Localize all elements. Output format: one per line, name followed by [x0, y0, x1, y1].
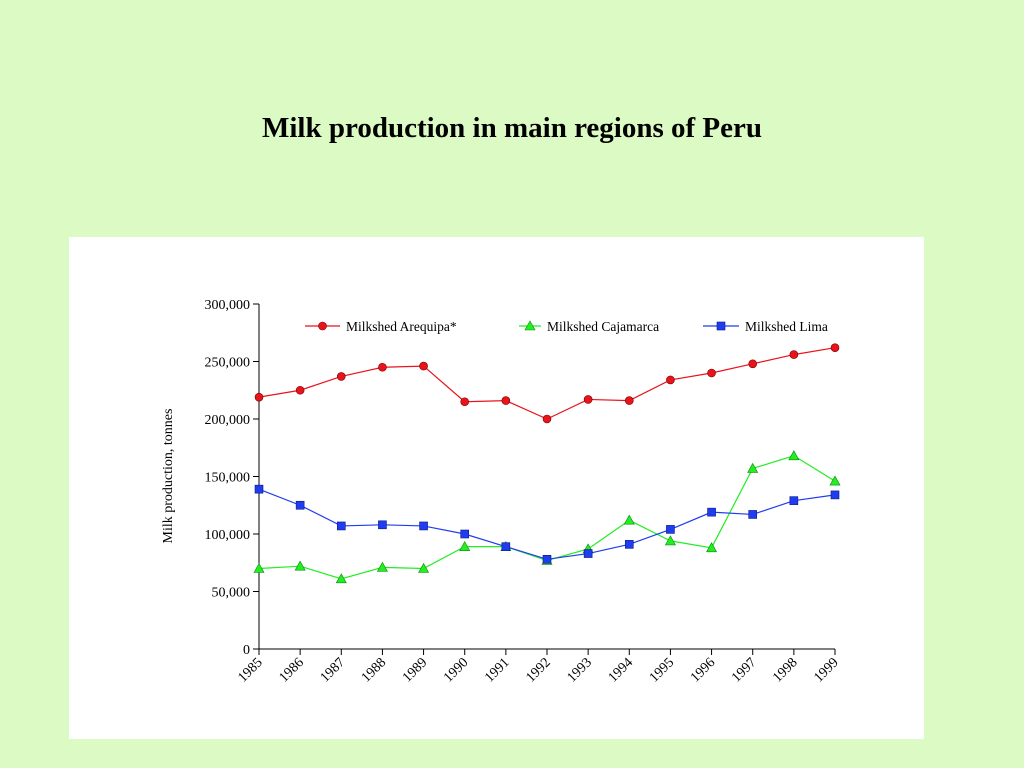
line-chart: 0 50,000 100,000 150,000 200,000 250,000 300,0…: [161, 298, 842, 686]
data-point: [376, 561, 388, 572]
data-point: [830, 490, 840, 500]
data-point: [748, 359, 758, 369]
y-tick-label: 300,000: [205, 298, 251, 313]
legend-marker: [716, 321, 726, 331]
series-line: [258, 347, 836, 420]
data-point: [707, 368, 716, 378]
data-point: [707, 507, 716, 517]
data-point: [460, 397, 470, 407]
data-point: [253, 562, 265, 573]
data-point: [583, 549, 593, 558]
data-point: [664, 535, 676, 546]
data-point: [459, 541, 471, 551]
data-point: [336, 372, 346, 381]
x-tick-label: 1992: [523, 655, 553, 685]
slide-title: Milk production in main regions of Peru: [261, 112, 763, 144]
x-tick-label: 1988: [359, 655, 389, 685]
y-tick-label: 150,000: [205, 471, 251, 486]
data-point: [748, 510, 758, 519]
data-point: [706, 542, 718, 553]
x-tick-label: 1997: [729, 655, 759, 685]
data-point: [624, 540, 634, 549]
y-axis: 0 50,000 100,000 150,000 200,000 250,000 300,0…: [205, 298, 260, 658]
data-point: [294, 560, 306, 571]
x-tick-label: 1996: [688, 655, 718, 685]
legend-label: Milkshed Lima: [745, 319, 828, 334]
series-2: [254, 484, 840, 564]
legend-label: Milkshed Arequipa*: [346, 319, 457, 334]
data-point: [501, 396, 511, 405]
legend-item: Milkshed Arequipa*: [305, 319, 457, 334]
y-tick-label: 200,000: [205, 413, 251, 428]
x-tick-label: 1994: [606, 655, 636, 685]
data-point: [501, 542, 511, 551]
y-tick-label: 50,000: [212, 586, 251, 601]
x-tick-label: 1987: [318, 655, 348, 685]
data-point: [830, 343, 840, 352]
y-tick-label: 250,000: [205, 356, 251, 371]
data-point: [295, 385, 305, 395]
x-tick-label: 1985: [235, 655, 265, 685]
legend-marker: [524, 320, 536, 331]
x-tick-label: 1993: [565, 655, 595, 685]
x-tick-label: 1998: [770, 655, 800, 685]
x-tick-label: 1991: [482, 655, 512, 685]
data-point: [254, 392, 264, 402]
data-point: [419, 361, 428, 371]
data-point: [335, 573, 347, 584]
x-tick-label: 1989: [400, 655, 430, 685]
y-axis-label: Milk production, tonnes: [161, 409, 176, 544]
data-point: [460, 529, 470, 539]
data-point: [295, 500, 305, 510]
x-tick-label: 1990: [441, 655, 471, 685]
x-tick-label: 1986: [277, 655, 307, 685]
data-point: [254, 484, 264, 494]
chart-panel: 0 50,000 100,000 150,000 200,000 250,000 300,0…: [69, 237, 924, 739]
series-0: [254, 343, 840, 424]
data-point: [583, 395, 593, 404]
legend-marker: [318, 321, 327, 331]
data-point: [789, 496, 799, 505]
legend: Milkshed Arequipa* Milkshed Cajamarca Milk…: [305, 319, 828, 334]
data-point: [336, 521, 346, 531]
data-point: [378, 520, 387, 530]
data-point: [542, 414, 552, 424]
y-tick-label: 100,000: [205, 528, 251, 543]
legend-item: Milkshed Lima: [703, 319, 828, 334]
data-point: [418, 562, 430, 573]
legend-item: Milkshed Cajamarca: [519, 319, 659, 334]
data-point: [419, 521, 428, 531]
data-point: [789, 350, 799, 359]
x-axis: 1985 1986 1987 1988 1989 1990 1991 1992 1993 1994…: [235, 648, 842, 686]
data-point: [624, 396, 634, 405]
y-tick-label: 0: [243, 643, 250, 658]
data-point: [666, 525, 675, 534]
data-point: [666, 375, 675, 385]
series-layer: [253, 343, 841, 584]
legend-label: Milkshed Cajamarca: [547, 319, 659, 334]
data-point: [788, 450, 800, 461]
x-tick-label: 1995: [647, 655, 677, 685]
data-point: [747, 462, 759, 473]
data-point: [378, 362, 387, 372]
data-point: [542, 554, 552, 564]
x-tick-label: 1999: [811, 655, 841, 685]
data-point: [829, 475, 841, 486]
data-point: [623, 514, 635, 525]
